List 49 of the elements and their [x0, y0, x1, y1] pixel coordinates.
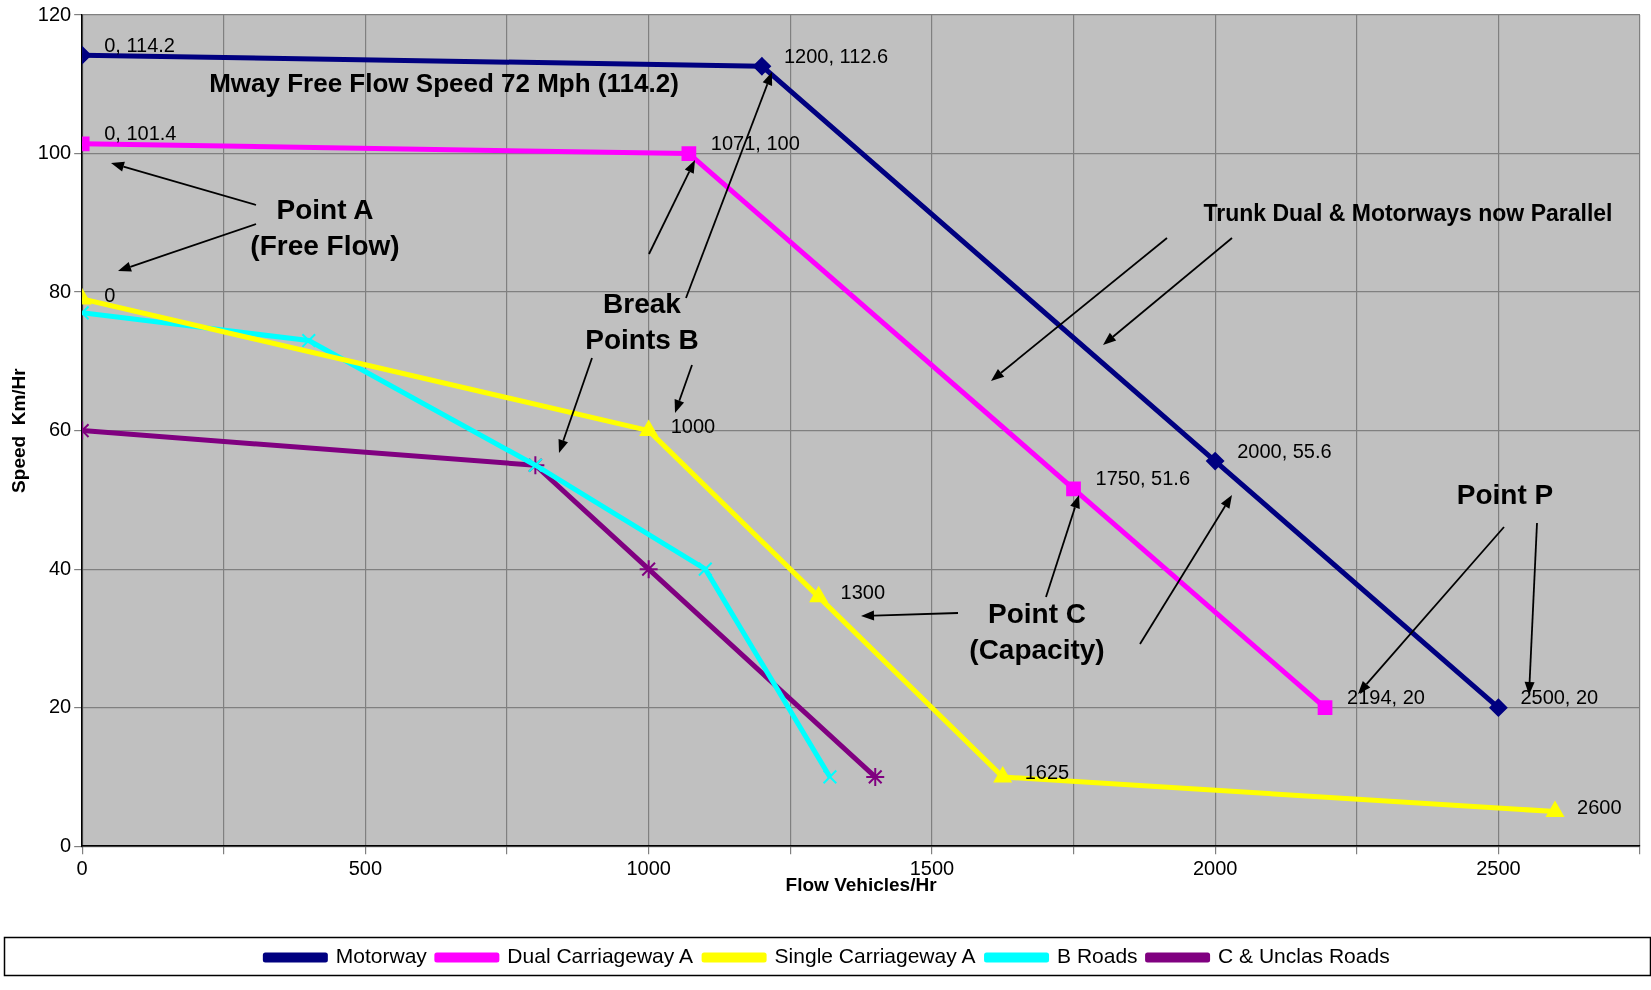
- annotation: Trunk Dual & Motorways now Parallel: [1202, 199, 1614, 229]
- legend-label: B Roads: [1057, 944, 1138, 968]
- x-tick-label: 1500: [909, 856, 955, 879]
- x-tick-label: 2500: [1476, 856, 1521, 879]
- legend-label: Single Carriageway A: [774, 944, 976, 968]
- legend-label: Motorway: [335, 944, 428, 968]
- data-label: 2500, 20: [1520, 686, 1599, 709]
- data-label: 2194, 20: [1347, 686, 1425, 709]
- y-tick-label: 60: [48, 418, 72, 441]
- data-label: 0, 114.2: [104, 33, 175, 56]
- point: [752, 57, 771, 76]
- annotation: 2600: [1577, 796, 1622, 819]
- annotation: Mway Free Flow Speed 72 Mph (114.2): [208, 67, 680, 101]
- point: [865, 766, 886, 787]
- point: [697, 561, 713, 577]
- annotation: Break Points B: [584, 286, 700, 357]
- y-tick-label: 0: [60, 833, 72, 856]
- annotation: 1625: [1024, 761, 1070, 784]
- y-tick-label: 100: [37, 141, 72, 164]
- annotation: Point A (Free Flow): [249, 192, 401, 263]
- annotation: 1300: [840, 581, 886, 604]
- data-label: 1750, 51.6: [1095, 467, 1191, 490]
- point: [301, 333, 317, 348]
- y-tick-label: 20: [48, 695, 72, 718]
- legend-label: C & Unclas Roads: [1218, 944, 1390, 968]
- y-tick-label: 40: [48, 556, 72, 579]
- x-tick-label: 0: [76, 856, 88, 879]
- y-tick-label: 80: [48, 279, 72, 302]
- x-tick-label: 500: [348, 856, 383, 879]
- annotation: Point C (Capacity): [968, 596, 1106, 667]
- point: [1066, 481, 1081, 497]
- point: [1546, 801, 1564, 818]
- annotation: 0: [104, 283, 116, 306]
- point: [1317, 700, 1333, 716]
- x-tick-label: 1000: [626, 856, 671, 879]
- point: [1206, 452, 1225, 471]
- data-label: 1200, 112.6: [783, 44, 889, 67]
- data-label: 2000, 55.6: [1237, 439, 1332, 462]
- x-tick-label: 2000: [1192, 856, 1238, 879]
- point: [822, 769, 838, 785]
- y-axis-title: Speed Km/Hr: [7, 367, 29, 493]
- point: [681, 146, 697, 161]
- annotation: 1000: [670, 415, 716, 438]
- point: [638, 559, 659, 580]
- data-label: 0, 101.4: [104, 122, 177, 145]
- y-tick-label: 120: [37, 2, 72, 25]
- legend-label: Dual Carriageway A: [507, 944, 693, 968]
- annotation: Point P: [1455, 477, 1555, 512]
- point: [1489, 698, 1508, 717]
